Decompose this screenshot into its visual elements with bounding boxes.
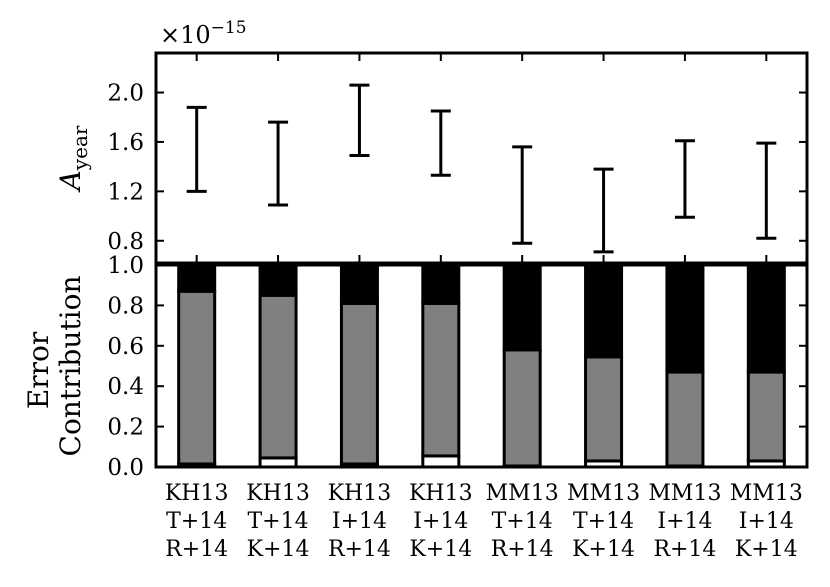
category-label-line: I+14 — [332, 509, 387, 534]
bottom-y-tick-label: 0.4 — [107, 374, 144, 400]
category-label-line: I+14 — [657, 509, 712, 534]
category-label: MM13 T+14 K+14 — [567, 481, 640, 562]
bar-segment — [502, 263, 542, 352]
bar-segment — [502, 348, 542, 468]
bar-segment — [339, 263, 379, 305]
category-label-line: MM13 — [648, 481, 721, 506]
bar-segment — [746, 370, 786, 463]
category-label-line: KH13 — [165, 481, 229, 506]
category-label: MM13 I+14 R+14 — [648, 481, 721, 562]
category-label-line: KH13 — [246, 481, 310, 506]
bottom-y-axis-label-line-1: Error — [22, 331, 55, 409]
top-y-tick-label: 1.2 — [107, 179, 144, 205]
top-y-tick-label: 2.0 — [107, 81, 144, 107]
category-label: KH13 I+14 K+14 — [409, 481, 473, 562]
error-bar — [268, 120, 289, 207]
axis-multiplier: ×10−15 — [160, 18, 247, 49]
error-bar — [512, 145, 533, 245]
top-y-axis-label: Ayear — [54, 125, 92, 193]
category-label-line: KH13 — [409, 481, 473, 506]
category-label-line: MM13 — [730, 481, 803, 506]
category-label: MM13 I+14 K+14 — [730, 481, 803, 562]
bar-segment — [421, 301, 461, 458]
bar-segment — [177, 263, 217, 293]
bottom-y-tick-label: 0.2 — [107, 415, 144, 441]
category-label-line: R+14 — [491, 537, 554, 562]
bottom-y-axis-label-line-2: Contribution — [54, 276, 87, 457]
error-bars — [186, 83, 777, 254]
stacked-bars — [177, 263, 786, 469]
category-label: KH13 T+14 K+14 — [246, 481, 310, 562]
bar-segment — [258, 263, 298, 297]
error-bar — [674, 139, 695, 219]
category-label-line: T+14 — [573, 509, 634, 534]
bar-segment — [258, 293, 298, 460]
error-bar — [593, 167, 614, 254]
bar-segment — [665, 370, 705, 468]
bar-segment — [584, 355, 624, 463]
error-bar — [349, 83, 370, 158]
category-label-line: MM13 — [486, 481, 559, 506]
category-label-line: MM13 — [567, 481, 640, 506]
bar-segment — [339, 301, 379, 466]
bar-segment — [421, 454, 461, 469]
category-label-line: T+14 — [166, 509, 227, 534]
top-y-axis-label-main: A — [54, 170, 87, 193]
bar-segment — [665, 263, 705, 374]
top-y-axis-label-sub: year — [68, 125, 92, 171]
error-bar — [756, 141, 777, 240]
bottom-y-tick-label: 1.0 — [107, 253, 144, 279]
bar-segment — [584, 263, 624, 359]
bottom-y-tick-label: 0.8 — [107, 293, 144, 319]
bar-segment — [421, 263, 461, 305]
bottom-plot-frame — [154, 263, 809, 469]
bottom-y-tick-label: 0.0 — [107, 455, 144, 481]
top-panel: 0.8 1.2 1.6 2.0 ×10−15 Ayear — [54, 18, 809, 265]
bar-segment — [746, 263, 786, 374]
category-label: MM13 T+14 R+14 — [486, 481, 559, 562]
bottom-y-tick-label: 0.6 — [107, 334, 144, 360]
category-label-line: R+14 — [653, 537, 716, 562]
category-label: KH13 T+14 R+14 — [165, 481, 229, 562]
top-plot-frame — [154, 51, 809, 265]
category-label-line: K+14 — [735, 537, 798, 562]
category-label-line: T+14 — [248, 509, 309, 534]
top-x-ticks — [195, 53, 768, 263]
category-label-line: K+14 — [247, 537, 310, 562]
category-label-line: T+14 — [492, 509, 553, 534]
bar-segment — [177, 289, 217, 466]
top-y-axis: 0.8 1.2 1.6 2.0 — [107, 81, 807, 255]
category-label-line: R+14 — [165, 537, 228, 562]
error-bar — [430, 109, 451, 177]
category-label-line: KH13 — [328, 481, 392, 506]
category-label: KH13 I+14 R+14 — [328, 481, 392, 562]
error-bar — [186, 105, 207, 193]
category-label-line: K+14 — [409, 537, 472, 562]
category-label-line: I+14 — [739, 509, 794, 534]
category-label-line: K+14 — [572, 537, 635, 562]
axis-multiplier-base: ×10 — [160, 21, 211, 49]
top-y-tick-label: 0.8 — [107, 229, 144, 255]
bottom-y-axis: 0.0 0.2 0.4 0.6 0.8 1.0 — [107, 253, 807, 481]
category-label-line: I+14 — [413, 509, 468, 534]
axis-multiplier-power: −15 — [211, 18, 247, 38]
category-label-line: R+14 — [328, 537, 391, 562]
top-y-tick-label: 1.6 — [107, 130, 144, 156]
bottom-y-axis-label: Error Contribution — [22, 276, 87, 457]
